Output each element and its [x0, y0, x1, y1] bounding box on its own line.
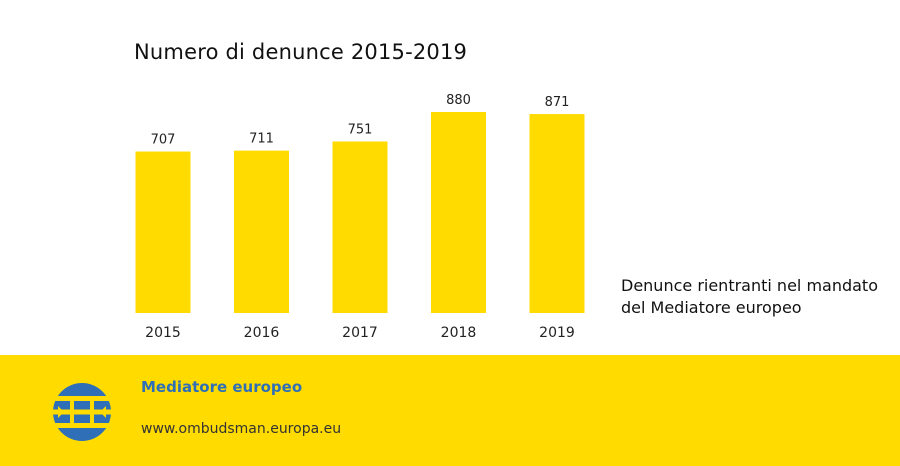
- bar-chart: 707 2015 711 2016 751 2017 880 2018 871 2019: [135, 93, 585, 341]
- org-url[interactable]: www.ombudsman.europa.eu: [141, 421, 342, 437]
- data-label-2018: 880: [446, 93, 471, 108]
- bar-2015: [135, 151, 191, 313]
- data-label-2017: 751: [348, 122, 373, 137]
- x-tick-label-2019: 2019: [539, 325, 575, 341]
- org-name: Mediatore europeo: [141, 378, 303, 396]
- legend-line-1: Denunce rientranti nel mandato: [621, 276, 878, 295]
- bar-2018: [431, 112, 486, 313]
- data-label-2019: 871: [545, 95, 570, 110]
- footer-band: Mediatore europeo www.ombudsman.europa.e…: [0, 355, 900, 466]
- x-tick-label-2018: 2018: [441, 325, 477, 341]
- data-label-2016: 711: [249, 132, 274, 147]
- bar-2016: [234, 150, 289, 313]
- legend: Denunce rientranti nel mandato del Media…: [621, 275, 891, 319]
- x-tick-label-2016: 2016: [244, 325, 280, 341]
- european-ombudsman-logo-icon: [52, 383, 112, 441]
- data-label-2015: 707: [151, 133, 176, 148]
- bar-2017: [332, 141, 388, 313]
- x-tick-label-2015: 2015: [145, 325, 181, 341]
- x-tick-label-2017: 2017: [342, 325, 378, 341]
- chart-title: Numero di denunce 2015-2019: [134, 40, 468, 64]
- bar-2019: [529, 114, 585, 313]
- legend-line-2: del Mediatore europeo: [621, 298, 802, 317]
